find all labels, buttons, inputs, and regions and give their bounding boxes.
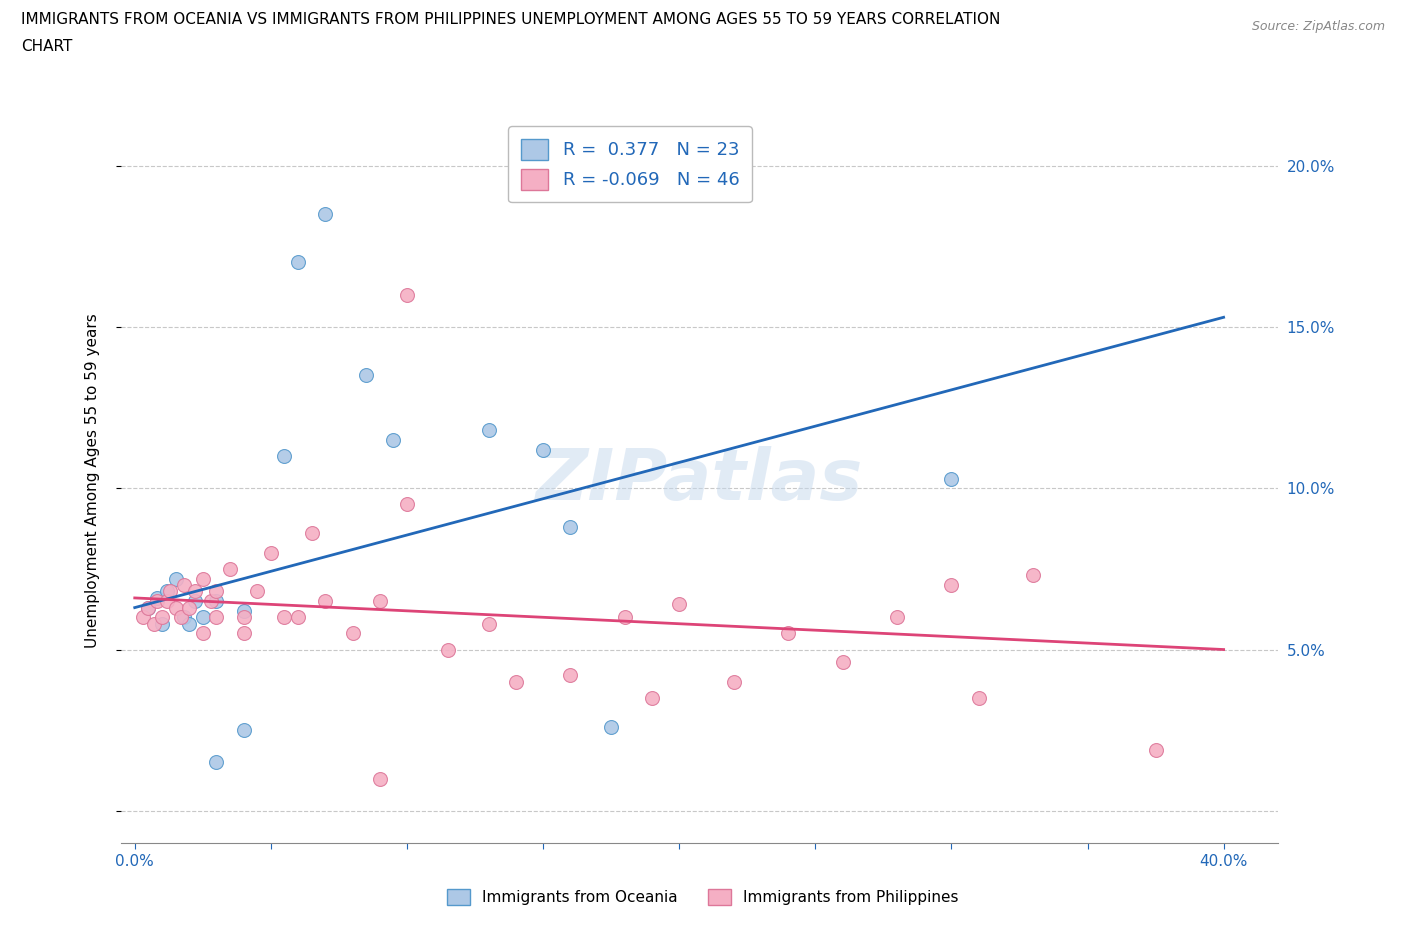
- Point: [478, 617, 501, 631]
- Point: [179, 617, 201, 631]
- Point: [145, 591, 167, 605]
- Point: [205, 584, 228, 599]
- Point: [173, 578, 195, 592]
- Point: [165, 571, 187, 586]
- Point: [138, 600, 160, 615]
- Text: Source: ZipAtlas.com: Source: ZipAtlas.com: [1251, 20, 1385, 33]
- Point: [232, 604, 254, 618]
- Point: [183, 584, 205, 599]
- Point: [342, 626, 364, 641]
- Point: [165, 600, 187, 615]
- Point: [219, 562, 242, 577]
- Point: [505, 674, 527, 689]
- Point: [368, 593, 391, 608]
- Point: [173, 610, 195, 625]
- Point: [205, 593, 228, 608]
- Point: [382, 432, 405, 447]
- Point: [723, 674, 745, 689]
- Point: [273, 448, 295, 463]
- Point: [1144, 742, 1167, 757]
- Point: [560, 668, 582, 683]
- Point: [301, 526, 323, 541]
- Point: [395, 497, 418, 512]
- Point: [156, 584, 179, 599]
- Point: [287, 255, 309, 270]
- Point: [600, 720, 623, 735]
- Point: [941, 472, 963, 486]
- Point: [967, 690, 990, 705]
- Point: [138, 600, 160, 615]
- Point: [179, 600, 201, 615]
- Point: [668, 597, 690, 612]
- Point: [560, 520, 582, 535]
- Point: [150, 617, 173, 631]
- Point: [314, 593, 336, 608]
- Point: [613, 610, 636, 625]
- Point: [191, 626, 214, 641]
- Point: [531, 442, 554, 457]
- Point: [1022, 568, 1045, 583]
- Point: [200, 593, 222, 608]
- Point: [170, 610, 193, 625]
- Point: [941, 578, 963, 592]
- Point: [354, 368, 377, 383]
- Point: [132, 610, 155, 625]
- Point: [150, 610, 173, 625]
- Point: [191, 610, 214, 625]
- Point: [886, 610, 908, 625]
- Point: [232, 723, 254, 737]
- Point: [145, 593, 167, 608]
- Point: [641, 690, 664, 705]
- Y-axis label: Unemployment Among Ages 55 to 59 years: Unemployment Among Ages 55 to 59 years: [86, 312, 100, 647]
- Point: [831, 655, 853, 670]
- Point: [232, 626, 254, 641]
- Point: [776, 626, 799, 641]
- Point: [205, 610, 228, 625]
- Point: [183, 593, 205, 608]
- Point: [436, 642, 458, 657]
- Legend: Immigrants from Oceania, Immigrants from Philippines: Immigrants from Oceania, Immigrants from…: [441, 883, 965, 911]
- Point: [287, 610, 309, 625]
- Point: [368, 771, 391, 786]
- Point: [260, 545, 283, 560]
- Point: [191, 571, 214, 586]
- Point: [205, 755, 228, 770]
- Text: IMMIGRANTS FROM OCEANIA VS IMMIGRANTS FROM PHILIPPINES UNEMPLOYMENT AMONG AGES 5: IMMIGRANTS FROM OCEANIA VS IMMIGRANTS FR…: [21, 12, 1001, 27]
- Text: CHART: CHART: [21, 39, 73, 54]
- Point: [156, 593, 179, 608]
- Point: [159, 584, 181, 599]
- Point: [232, 610, 254, 625]
- Legend: R =  0.377   N = 23, R = -0.069   N = 46: R = 0.377 N = 23, R = -0.069 N = 46: [509, 126, 752, 203]
- Point: [395, 287, 418, 302]
- Point: [142, 617, 165, 631]
- Point: [246, 584, 269, 599]
- Text: ZIPatlas: ZIPatlas: [536, 445, 863, 514]
- Point: [478, 423, 501, 438]
- Point: [273, 610, 295, 625]
- Point: [314, 206, 336, 221]
